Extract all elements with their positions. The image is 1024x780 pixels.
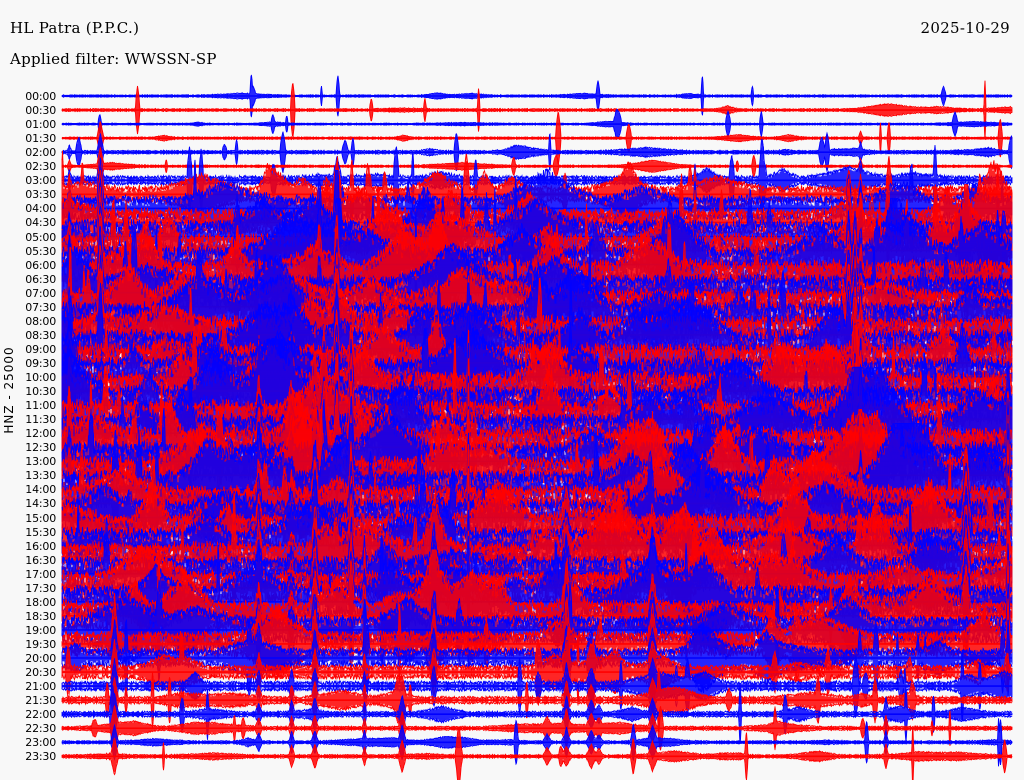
time-label: 15:30: [25, 525, 56, 539]
applied-filter-label: Applied filter: WWSSN-SP: [10, 50, 217, 68]
trace-envelope-top: [61, 493, 1013, 557]
time-label: 06:00: [25, 258, 56, 272]
time-label: 10:00: [25, 371, 56, 384]
trace-envelope-top: [61, 74, 1013, 97]
time-label: 08:30: [25, 328, 56, 342]
time-label: 00:00: [25, 90, 56, 103]
time-label: 05:00: [25, 230, 56, 244]
trace-envelope-top: [61, 684, 1013, 716]
time-label: 22:30: [25, 722, 56, 736]
trace-envelope-top: [61, 131, 1013, 153]
time-label: 10:30: [25, 385, 56, 399]
time-label: 13:00: [25, 455, 56, 469]
time-label: 01:30: [25, 132, 56, 146]
time-label: 09:30: [25, 356, 56, 370]
time-label: 18:00: [25, 595, 56, 609]
time-label: 20:30: [25, 666, 56, 680]
time-label: 22:00: [25, 708, 56, 722]
trace-envelope-top: [61, 408, 1013, 472]
time-label: 02:00: [25, 146, 56, 160]
time-label: 04:30: [25, 216, 56, 230]
trace-envelope-bottom: [61, 95, 1013, 118]
record-date: 2025-10-29: [920, 19, 1010, 37]
time-label: 07:30: [25, 300, 56, 314]
time-label: 02:30: [25, 160, 56, 174]
time-label: 23:30: [25, 750, 56, 764]
time-label: 09:00: [25, 342, 56, 356]
time-label: 11:30: [25, 413, 56, 427]
time-label: 03:30: [25, 188, 56, 202]
time-label: 00:30: [25, 104, 56, 118]
time-label: 23:00: [25, 736, 56, 750]
time-label: 19:30: [25, 637, 56, 651]
time-label: 16:00: [25, 539, 56, 553]
time-label: 04:00: [25, 202, 56, 216]
time-label: 20:00: [25, 652, 56, 665]
time-label: 12:30: [25, 441, 56, 455]
time-label: 17:00: [25, 567, 56, 581]
time-label: 14:30: [25, 497, 56, 511]
time-label: 07:00: [25, 286, 56, 300]
trace-envelope-bottom: [61, 151, 1013, 173]
time-label: 12:00: [25, 427, 56, 441]
trace-envelope-top: [61, 422, 1013, 487]
time-label: 18:30: [25, 609, 56, 623]
time-label: 19:00: [25, 623, 56, 637]
time-label: 14:00: [25, 483, 56, 497]
time-label: 17:30: [25, 581, 56, 595]
time-label: 15:00: [25, 511, 56, 525]
time-label: 11:00: [25, 399, 56, 413]
time-label: 21:00: [25, 680, 56, 694]
time-label: 21:30: [25, 694, 56, 708]
trace-envelope-bottom: [61, 755, 1013, 780]
time-label: 08:00: [25, 314, 56, 328]
time-label: 16:30: [25, 553, 56, 567]
trace-envelope-top: [61, 138, 1013, 182]
time-label: 13:30: [25, 469, 56, 483]
time-label: 03:00: [25, 174, 56, 188]
time-label: 05:30: [25, 244, 56, 258]
trace-envelope-bottom: [61, 713, 1013, 745]
page-title: HL Patra (P.P.C.): [10, 19, 140, 37]
trace-envelope-top: [61, 267, 1013, 332]
time-label: 01:00: [25, 118, 56, 132]
time-label: 06:30: [25, 272, 56, 286]
